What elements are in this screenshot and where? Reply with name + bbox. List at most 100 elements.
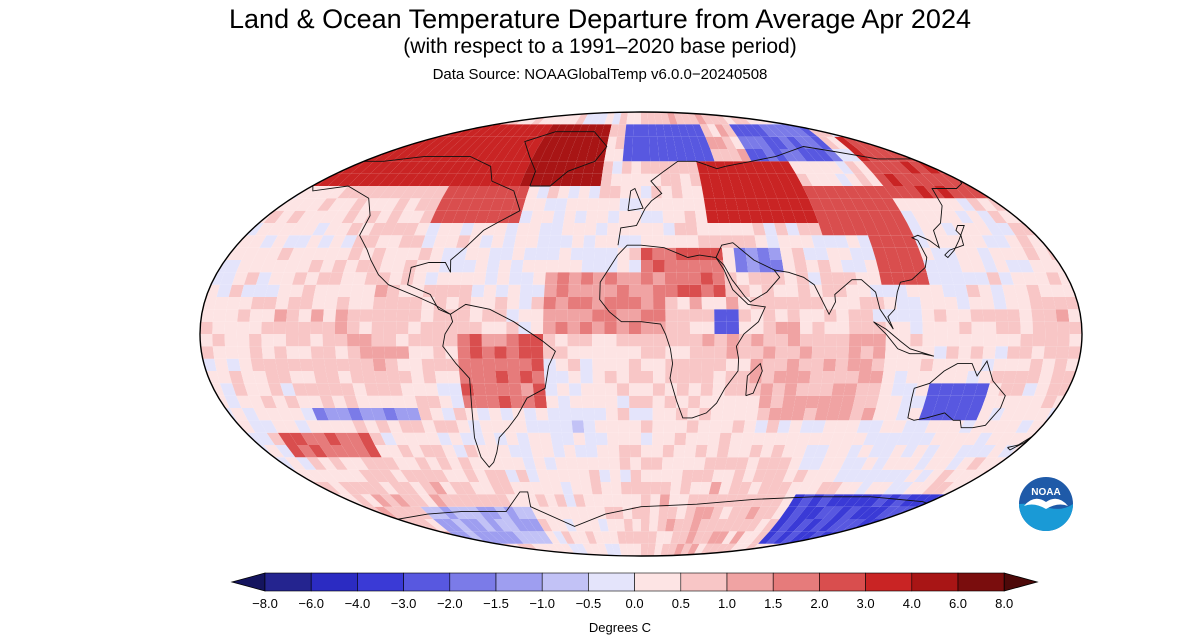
map-cell [530,445,544,458]
map-cell [958,309,972,322]
map-cell [446,457,463,470]
map-cell [641,395,653,408]
map-cell [833,284,848,297]
map-cell [733,408,747,421]
map-cell [249,334,262,347]
map-cell [417,408,433,421]
map-cell [325,284,341,297]
map-cell [777,519,797,532]
map-cell [770,395,784,408]
colorbar-swatch [357,572,404,592]
map-cell [579,321,593,334]
map-cell [879,420,896,433]
map-cell [763,334,776,347]
map-cell [504,432,519,445]
map-cell [653,334,666,347]
map-cell [381,457,401,470]
map-cell [457,494,476,507]
map-cell [848,506,872,519]
map-cell [628,284,641,297]
map-cell [800,321,813,334]
map-cell [346,432,364,445]
map-cell [592,371,605,384]
map-cell [608,457,621,470]
map-cell [922,334,935,347]
map-cell [874,506,899,519]
map-cell [822,420,838,433]
map-cell [236,321,250,334]
map-cell [432,420,449,433]
map-cell [772,469,788,482]
map-cell [703,457,717,470]
map-cell [447,506,468,519]
map-cell [420,321,433,334]
map-cell [471,371,485,384]
map-cell [721,469,736,482]
map-cell [926,383,942,396]
map-cell [379,395,395,408]
map-cell [763,321,776,334]
map-cell [922,321,935,334]
map-cell [785,284,799,297]
map-cell [883,469,903,482]
map-cell [943,445,963,458]
map-cell [837,408,853,421]
map-cell [507,371,521,384]
map-cell [641,519,650,532]
map-cell [555,346,568,359]
map-cell [578,469,591,482]
map-cell [265,284,281,297]
map-cell [653,358,666,371]
map-cell [604,346,617,359]
map-cell [422,371,437,384]
map-cell [785,432,800,445]
map-cell [268,383,284,396]
map-cell [424,272,439,285]
map-cell [641,494,651,507]
map-cell [824,482,843,495]
map-cell [424,457,442,470]
map-cell [582,408,595,421]
map-cell [641,531,649,544]
map-cell [714,531,730,544]
map-cell [555,321,568,334]
map-cell [917,494,942,507]
map-cell [653,284,666,297]
map-cell [447,494,467,507]
map-cell [466,506,486,519]
map-cell [665,284,678,297]
map-cell [1043,309,1057,322]
map-cell [428,494,448,507]
map-cell [903,469,924,482]
map-cell [255,432,275,445]
map-cell [392,506,416,519]
map-cell [508,272,522,285]
map-cell [975,445,996,458]
map-cell [762,469,778,482]
map-cell [845,284,860,297]
map-cell [769,519,789,532]
map-cell [652,272,666,285]
map-cell [580,383,594,396]
map-cell [641,297,654,310]
map-cell [897,309,911,322]
colorbar-tick-label: 1.0 [718,596,736,611]
map-cell [1069,321,1082,334]
map-cell [364,383,380,396]
map-cell [810,358,824,371]
map-cell [913,457,933,470]
map-cell [657,519,667,532]
map-cell [872,346,886,359]
map-cell [1016,297,1032,310]
map-cell [714,457,728,470]
map-cell [818,432,834,445]
map-cell [862,432,880,445]
map-cell [775,309,788,322]
map-cell [650,494,661,507]
map-cell [879,383,894,396]
map-cell [604,334,617,347]
map-cell [438,395,453,408]
map-cell [911,445,930,458]
map-cell [861,334,874,347]
